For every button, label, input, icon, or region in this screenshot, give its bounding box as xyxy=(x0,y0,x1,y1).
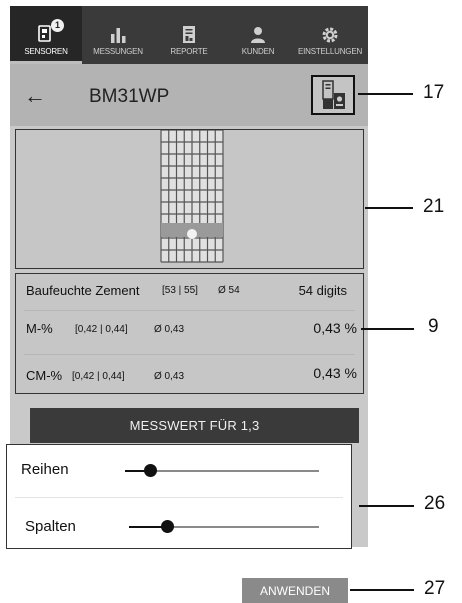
tab-label: EINSTELLUNGEN xyxy=(297,47,363,56)
measure-button[interactable]: MESSWERT FÜR 1,3 xyxy=(30,408,359,443)
tab-label: SENSOREN xyxy=(24,47,68,56)
rows-slider-thumb[interactable] xyxy=(143,464,157,477)
tab-messungen[interactable]: MESSUNGEN xyxy=(82,6,154,64)
tab-reporte[interactable]: REPORTE xyxy=(154,6,224,64)
reading-name: CM-% xyxy=(26,368,63,383)
tab-kunden[interactable]: KUNDEN xyxy=(224,6,292,64)
callout-27: 27 xyxy=(424,578,446,599)
tab-label: KUNDEN xyxy=(241,47,275,56)
arrow-left-icon[interactable]: ← xyxy=(24,83,46,108)
rows-label: Reihen xyxy=(21,461,69,478)
divider xyxy=(24,310,355,311)
reading-value: 54 digits xyxy=(298,283,347,298)
reading-primary: Baufeuchte Zement [53 | 55] Ø 54 54 digi… xyxy=(16,283,363,303)
sensor-count-badge: 1 xyxy=(51,19,64,32)
reading-cm-percent: CM-% [0,42 | 0,44] Ø 0,43 0,43 % xyxy=(16,365,363,388)
sensor-header: ← BM31WP xyxy=(10,64,368,126)
top-navigation: 1 SENSOREN MESSUNGEN xyxy=(10,6,368,64)
reading-m-percent: M-% [0,42 | 0,44] Ø 0,43 0,43 % xyxy=(16,320,363,341)
reading-name: Baufeuchte Zement xyxy=(26,283,140,298)
tab-sensoren[interactable]: 1 SENSOREN xyxy=(10,6,82,64)
material-image-panel xyxy=(15,129,364,269)
divider xyxy=(15,497,343,498)
columns-slider-fill xyxy=(129,526,167,528)
tab-label: REPORTE xyxy=(170,47,208,56)
sensor-title: BM31WP xyxy=(89,86,170,107)
reading-average: Ø 54 xyxy=(218,285,240,296)
reading-average: Ø 0,43 xyxy=(154,324,185,335)
reading-average: Ø 0,43 xyxy=(154,371,185,382)
columns-label: Spalten xyxy=(25,518,76,535)
callout-line-17 xyxy=(358,93,413,95)
tab-einstellungen[interactable]: EINSTELLUNGEN xyxy=(292,6,368,64)
app-screen: 1 SENSOREN MESSUNGEN xyxy=(10,6,368,547)
apply-button[interactable]: ANWENDEN xyxy=(242,578,348,603)
callout-9: 9 xyxy=(428,316,439,337)
reading-value: 0,43 % xyxy=(313,365,357,381)
tab-label: MESSUNGEN xyxy=(93,47,143,56)
customer-icon xyxy=(249,22,267,44)
readings-panel: Baufeuchte Zement [53 | 55] Ø 54 54 digi… xyxy=(15,273,364,394)
reading-range: [0,42 | 0,44] xyxy=(75,324,128,335)
reading-value: 0,43 % xyxy=(313,320,357,336)
report-export-button[interactable] xyxy=(311,75,355,115)
report-icon xyxy=(181,22,197,44)
columns-slider-track xyxy=(129,526,319,528)
callout-line-27 xyxy=(350,589,414,591)
callout-26: 26 xyxy=(424,493,446,514)
callout-17: 17 xyxy=(423,82,445,103)
rows-slider-fill xyxy=(125,470,151,472)
report-export-icon xyxy=(322,80,345,109)
columns-slider-thumb[interactable] xyxy=(160,520,174,533)
callout-line-9 xyxy=(361,328,414,330)
callout-line-26 xyxy=(359,505,414,507)
callout-line-21 xyxy=(365,207,413,209)
divider xyxy=(24,354,355,355)
sensor-icon: 1 xyxy=(37,19,64,44)
reading-name: M-% xyxy=(26,321,53,336)
rows-slider-track xyxy=(125,470,319,472)
gear-icon xyxy=(321,22,339,44)
reading-range: [53 | 55] xyxy=(162,285,198,296)
callout-21: 21 xyxy=(423,196,445,217)
grid-settings-panel: Reihen Spalten xyxy=(6,444,352,549)
reading-range: [0,42 | 0,44] xyxy=(72,371,125,382)
bar-chart-icon xyxy=(109,22,127,44)
material-grid-image xyxy=(160,130,224,263)
